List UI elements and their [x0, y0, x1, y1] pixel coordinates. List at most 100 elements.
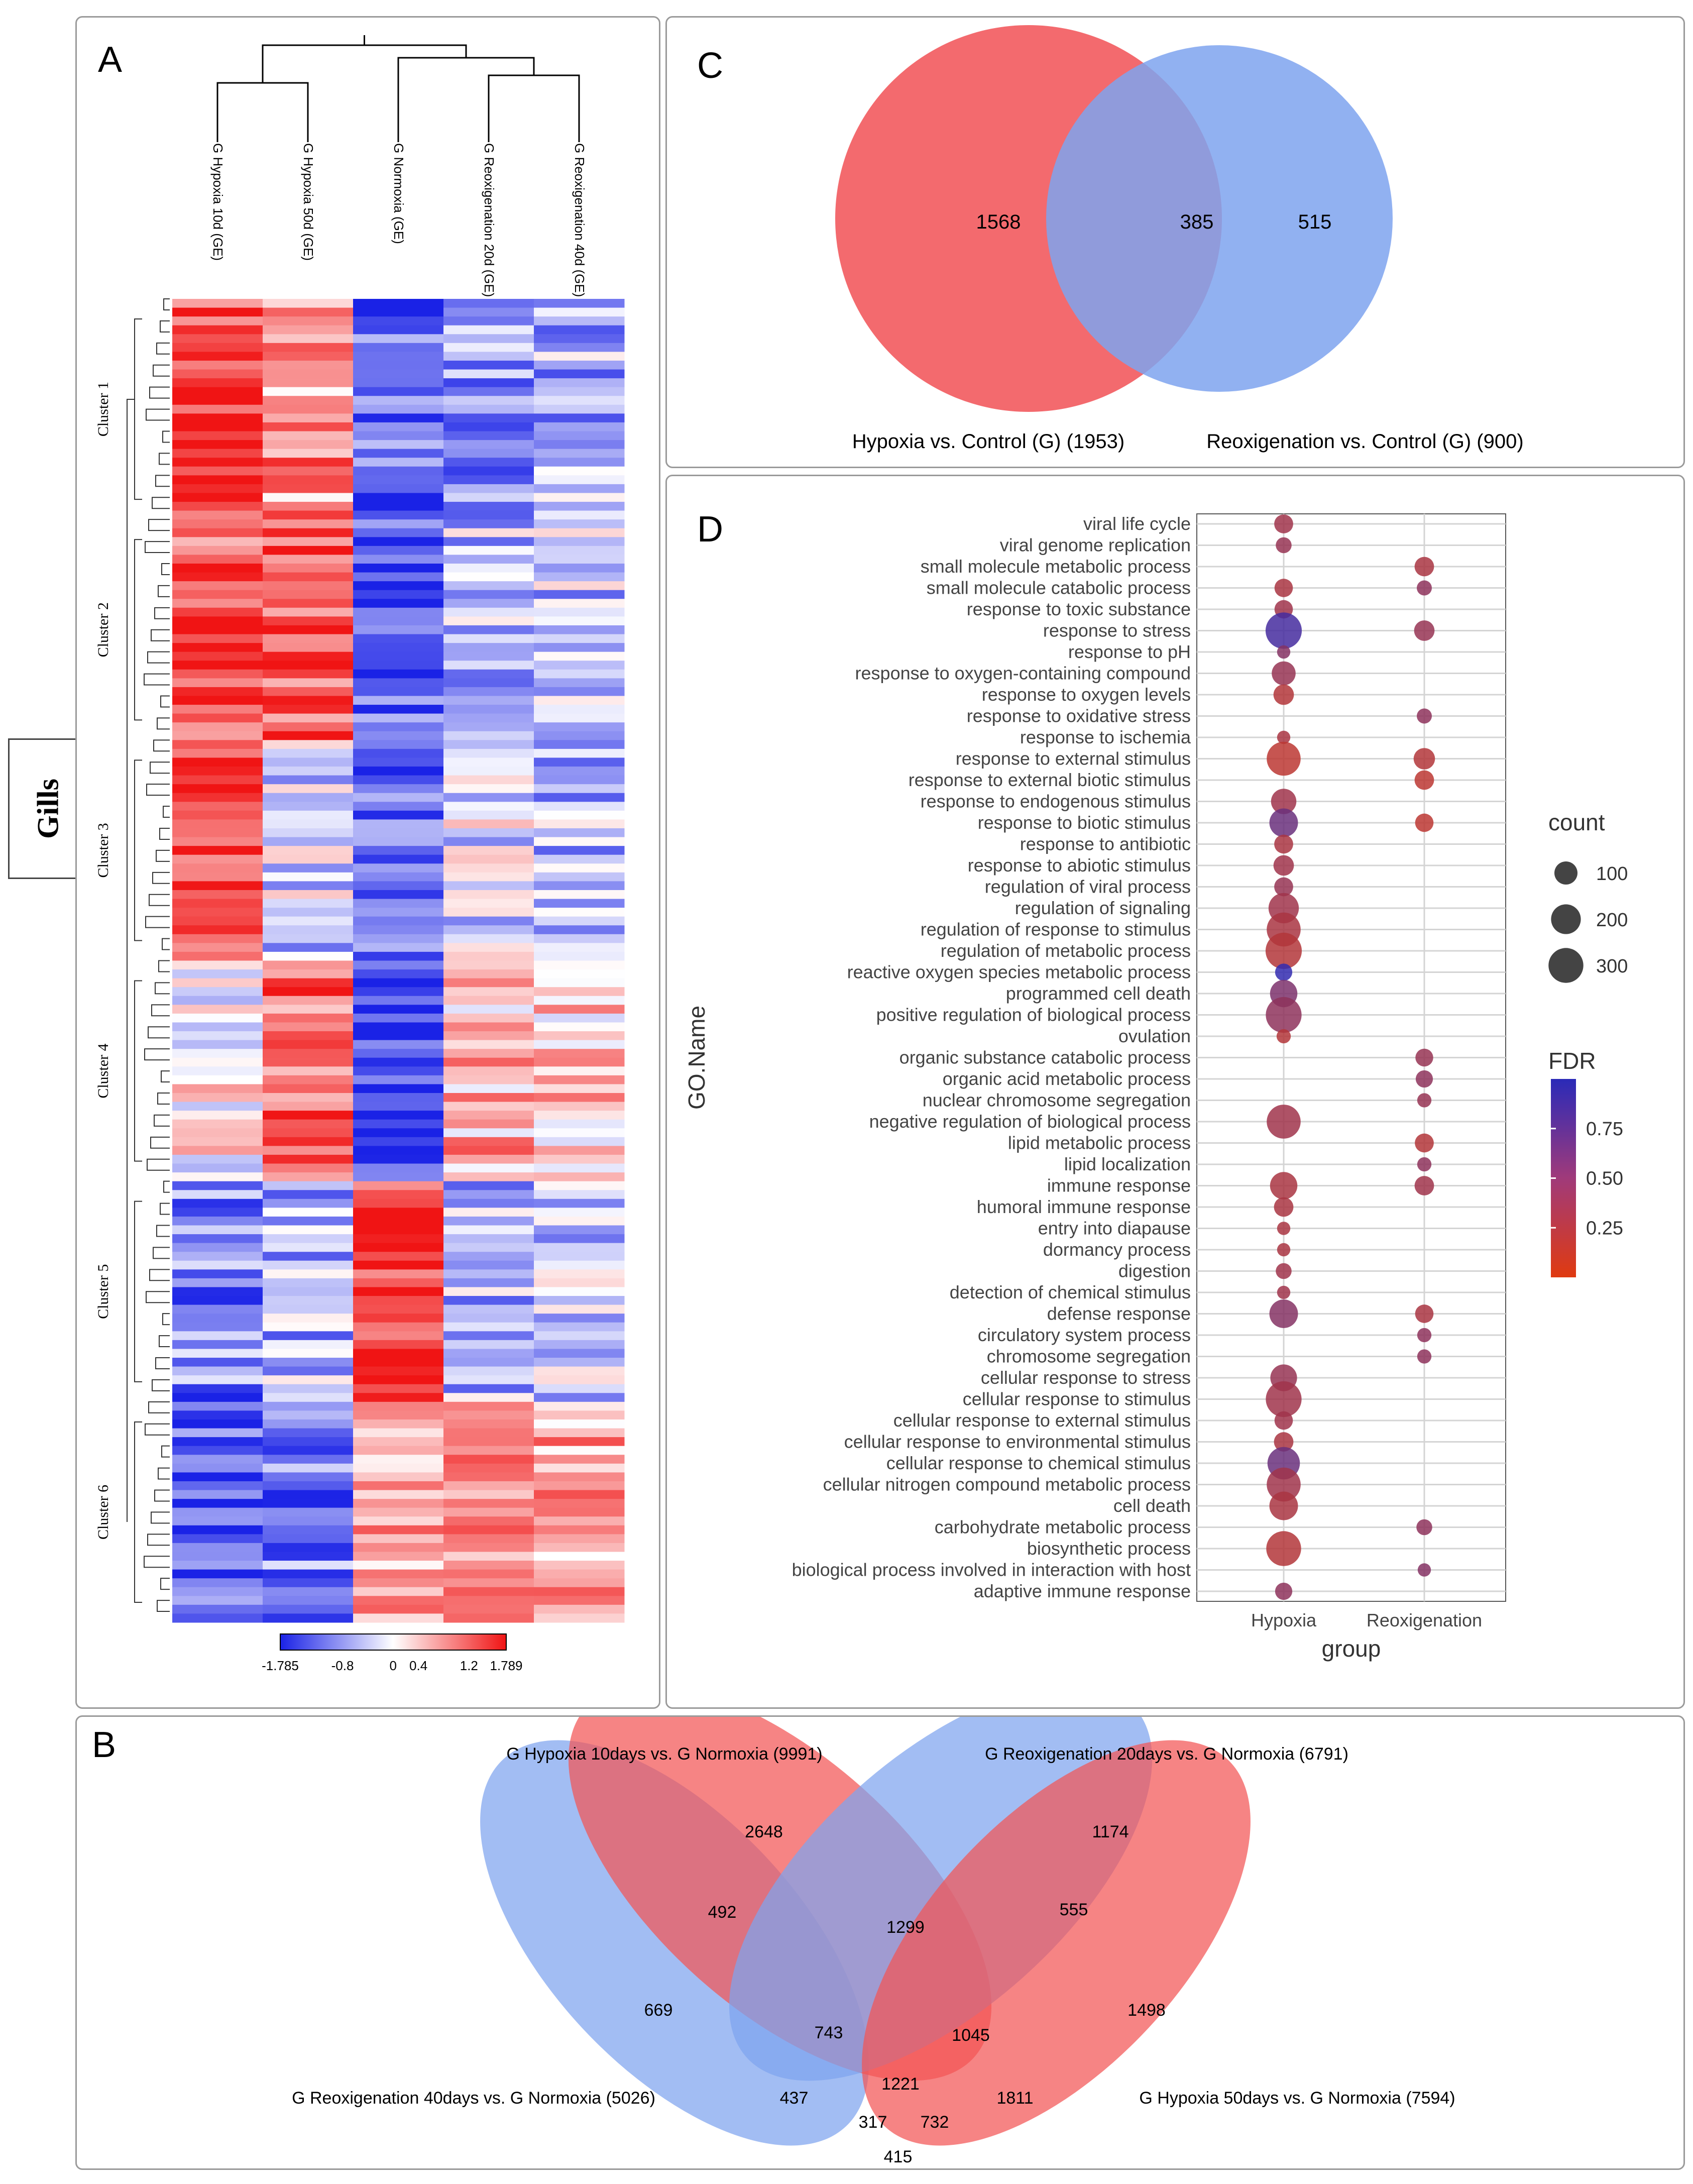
heatmap-cell: [172, 881, 263, 891]
y-tick-label: immune response: [1047, 1175, 1191, 1196]
row-dendrogram-branch: [160, 1578, 170, 1590]
heatmap-cell: [263, 1102, 354, 1111]
heatmap-cell: [443, 1137, 534, 1146]
heatmap-cell: [353, 1005, 444, 1014]
heatmap-cell: [443, 572, 534, 582]
heatmap-cell: [263, 713, 354, 723]
heatmap-cell: [443, 545, 534, 555]
heatmap-cell: [534, 1013, 625, 1023]
go-dot: [1274, 579, 1293, 597]
heatmap-cell: [172, 431, 263, 441]
heatmap-cell: [263, 1516, 354, 1526]
venn-region-count: 1811: [996, 2089, 1033, 2108]
heatmap-cell: [353, 422, 444, 431]
heatmap-cell: [443, 1304, 534, 1314]
heatmap-cell: [172, 316, 263, 326]
y-tick-label: humoral immune response: [977, 1196, 1191, 1217]
heatmap-cell: [534, 572, 625, 582]
heatmap-cell: [353, 722, 444, 732]
heatmap-cell: [353, 1322, 444, 1332]
y-tick-label: reactive oxygen species metabolic proces…: [847, 962, 1191, 982]
heatmap-cell: [443, 802, 534, 811]
heatmap-cell: [172, 687, 263, 696]
heatmap-cell: [443, 784, 534, 794]
heatmap-cell: [534, 1181, 625, 1190]
heatmap-cell: [443, 616, 534, 626]
heatmap-cell: [172, 466, 263, 476]
heatmap-cell: [443, 449, 534, 458]
heatmap-cell: [172, 748, 263, 758]
heatmap-cell: [263, 1208, 354, 1217]
heatmap-cell: [534, 863, 625, 873]
row-dendrogram-branch: [162, 938, 170, 950]
row-dendrogram-branch: [150, 761, 170, 774]
go-dot: [1413, 748, 1435, 770]
row-dendrogram-branch: [156, 342, 170, 355]
heatmap-cell: [534, 564, 625, 573]
heatmap-cell: [172, 1260, 263, 1270]
heatmap-cell: [443, 757, 534, 767]
row-dendrogram-branch: [146, 408, 170, 421]
heatmap-cell: [443, 396, 534, 405]
heatmap-column-label: G Hypoxia 10d (GE): [210, 143, 225, 261]
heatmap-cell: [353, 775, 444, 785]
heatmap-cell: [172, 502, 263, 511]
heatmap-cell: [443, 669, 534, 679]
heatmap-cell: [172, 572, 263, 582]
row-dendrogram-branch: [147, 1158, 170, 1171]
row-dendrogram-branch: [156, 1225, 170, 1237]
heatmap-cell: [263, 493, 354, 502]
y-tick-label: cellular response to stress: [981, 1367, 1191, 1388]
heatmap-cell: [353, 784, 444, 794]
size-legend-dot: [1551, 904, 1581, 934]
heatmap-cell: [263, 1331, 354, 1341]
row-dendrogram-branch: [160, 695, 170, 708]
y-tick-label: lipid metabolic process: [1008, 1133, 1191, 1153]
heatmap-cell: [263, 1481, 354, 1490]
heatmap-cell: [353, 1163, 444, 1173]
heatmap-cell: [443, 854, 534, 864]
heatmap-cell: [263, 705, 354, 714]
y-tick-label: response to external biotic stimulus: [909, 770, 1191, 790]
y-tick-label: lipid localization: [1064, 1154, 1191, 1174]
heatmap-cell: [172, 616, 263, 626]
heatmap-cell: [353, 819, 444, 829]
heatmap-cell: [172, 810, 263, 820]
venn-count-reoxigenation-only: 515: [1298, 211, 1332, 233]
venn-region-count: 492: [708, 1903, 737, 1922]
heatmap-cell: [443, 793, 534, 802]
heatmap-cell: [534, 1278, 625, 1287]
heatmap-cell: [443, 360, 534, 370]
row-dendrogram-branch: [155, 475, 170, 487]
heatmap-cell: [443, 1472, 534, 1482]
heatmap-cell: [443, 828, 534, 838]
heatmap-cell: [443, 334, 534, 344]
heatmap-cell: [172, 828, 263, 838]
go-dot: [1271, 789, 1297, 814]
heatmap-cell: [172, 643, 263, 652]
heatmap-cell: [172, 775, 263, 785]
heatmap-cell: [263, 1419, 354, 1429]
heatmap-cell: [534, 590, 625, 599]
x-axis-title: group: [1322, 1635, 1381, 1662]
heatmap-cell: [534, 299, 625, 308]
heatmap-cell: [443, 510, 534, 520]
heatmap-cell: [172, 493, 263, 502]
heatmap-cell: [172, 1507, 263, 1517]
heatmap-cell: [443, 634, 534, 643]
heatmap-cell: [534, 951, 625, 961]
heatmap-cell: [443, 607, 534, 617]
cluster-label: Cluster 3: [95, 823, 111, 878]
go-dot: [1269, 808, 1298, 837]
heatmap-cell: [172, 678, 263, 688]
heatmap-cell: [172, 458, 263, 467]
heatmap-cell: [263, 1525, 354, 1535]
heatmap-cell: [443, 696, 534, 705]
go-dot: [1266, 997, 1302, 1033]
go-dot: [1277, 645, 1291, 659]
heatmap-cell: [353, 1252, 444, 1261]
heatmap-cell: [353, 705, 444, 714]
go-dot: [1276, 537, 1292, 554]
heatmap-cell: [534, 449, 625, 458]
heatmap-cell: [534, 1243, 625, 1252]
